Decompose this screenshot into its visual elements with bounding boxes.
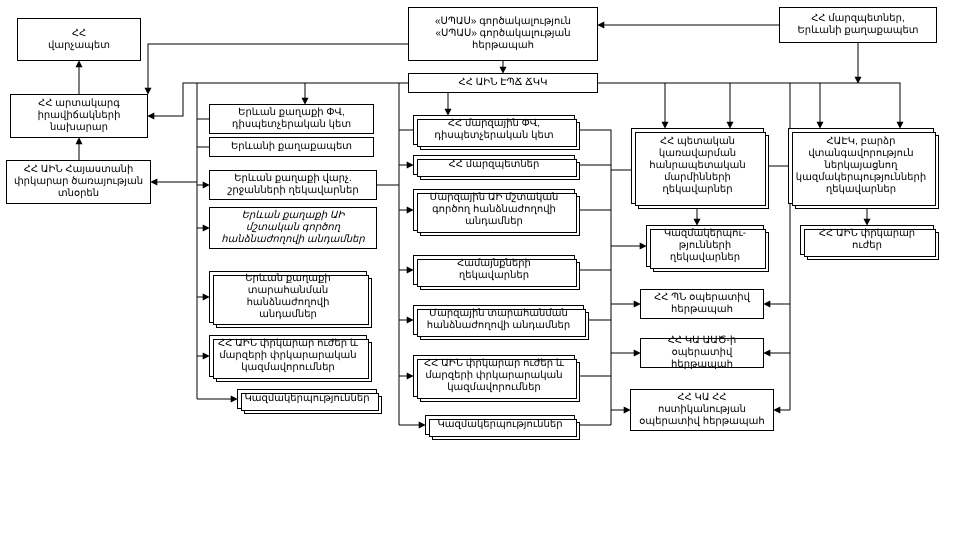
node-ain_marz: ՀՀ ԱԻՆ փրկարար ուժեր և մարզերի փրկարարակ… [209,335,367,377]
edge [305,83,408,104]
diagram-canvas: ՀՀ վարչապետ «ՍՊԱՍ» գործակալություն «ՍՊԱՍ»… [0,0,959,537]
node-marz_evac: Մարզային տարահանման հանձնաժողովի անդամնե… [413,305,584,335]
node-spas: «ՍՊԱՍ» գործակալություն «ՍՊԱՍ» գործակալու… [408,7,598,61]
node-ain_rescue: ՀՀ ԱԻՆ փրկարար ուժեր [800,225,934,255]
node-label: ՀԱԷԿ, բարձր վտանգավորություն ներկայացնող… [796,136,926,196]
node-label: ՀՀ արտակարգ իրավիճակների նախարար [38,98,121,134]
node-label: ՀՀ ԿԱ ՀՀ ոստիկանության օպերատիվ հերթապահ [639,392,764,428]
node-yerevan_pv: Երևան քաղաքի ՓՎ, դիսպետչերական կետ [209,104,374,134]
edge [598,83,730,128]
node-label: ՀՀ ԱԻՆ Հայաստանի փրկարար ծառայության տնօ… [14,164,143,200]
node-label: ՀՀ ԱԻՆ փրկարար ուժեր [819,228,915,252]
node-label: ՀՀ մարզային ՓՎ, դիսպետչերական կետ [434,118,553,142]
node-label: ՀՀ մարզպետներ, Երևանի քաղաքապետ [797,13,918,37]
node-label: Կազմակերպու- թյունների ղեկավարներ [664,228,746,264]
node-label: Համայնքների ղեկավարներ [457,258,531,282]
node-label: Երևանի քաղաքապետ [231,141,352,153]
node-label: ՀՀ վարչապետ [48,28,110,52]
node-pm: ՀՀ վարչապետ [17,18,141,61]
node-label: Մարզային տարահանման հանձնաժողովի անդամնե… [427,308,570,332]
node-label: Երևան քաղաքի վարչ. շրջանների ղեկավարներ [227,173,358,197]
edge [598,83,665,128]
node-label: Երևան քաղաքի տարահանման հանձնաժողովի անդ… [245,273,331,321]
node-marzpet: ՀՀ մարզպետներ, Երևանի քաղաքապետ [779,7,937,43]
node-marzpet2: ՀՀ մարզպետներ [413,155,575,175]
node-ain_epj: ՀՀ ԱԻՆ ԷՊՃ ՃԿԿ [408,73,598,93]
node-label: Երևան քաղաքի ՓՎ, դիսպետչերական կետ [232,107,351,131]
node-label: ՀՀ ԱԻՆ փրկարար ուժեր և մարզերի փրկարարակ… [218,338,358,374]
node-yer_comm: Երևան քաղաքի ԱԻ մշտական գործող հանձնաժող… [209,207,377,249]
node-label: Կազմակերպություններ [244,393,369,405]
node-ka_police: ՀՀ ԿԱ ՀՀ ոստիկանության օպերատիվ հերթապահ [630,389,774,431]
node-label: Կազմակերպություններ [437,419,562,431]
node-orgs1: Կազմակերպություններ [237,389,377,409]
node-marz_pv: ՀՀ մարզային ՓՎ, դիսպետչերական կետ [413,115,575,145]
node-haek: ՀԱԷԿ, բարձր վտանգավորություն ներկայացնող… [788,128,934,204]
edge [575,130,631,170]
node-label: «ՍՊԱՍ» գործակալություն «ՍՊԱՍ» գործակալու… [435,16,571,52]
node-label: ՀՀ ԿԱ ԱԱԾ-ի օպերատիվ հերթապահ [645,335,759,371]
node-label: Երևան քաղաքի ԱԻ մշտական գործող հանձնաժող… [221,210,364,246]
node-label: ՀՀ ԱԻՆ փրկարար ուժեր և մարզերի փրկարարակ… [424,358,564,394]
node-min_es: ՀՀ արտակարգ իրավիճակների նախարար [10,94,148,138]
node-label: Մարզային ԱԻ մշտական գործող հանձնաժողովի … [430,192,559,228]
node-label: ՀՀ մարզպետներ [449,159,540,171]
node-comm_lead: Համայնքների ղեկավարներ [413,255,575,285]
node-ain_arm: ՀՀ ԱԻՆ Հայաստանի փրկարար ծառայության տնօ… [6,160,151,204]
node-label: ՀՀ պետական կառավարման հանրապետական մարմի… [649,136,745,196]
node-yer_heads: Երևան քաղաքի վարչ. շրջանների ղեկավարներ [209,170,377,200]
node-ka_aaj: ՀՀ ԿԱ ԱԱԾ-ի օպերատիվ հերթապահ [640,338,764,368]
node-yer_evac: Երևան քաղաքի տարահանման հանձնաժողովի անդ… [209,271,367,323]
node-state_gov: ՀՀ պետական կառավարման հանրապետական մարմի… [631,128,764,204]
node-org_lead: Կազմակերպու- թյունների ղեկավարներ [646,225,764,267]
node-label: ՀՀ ԱԻՆ ԷՊՃ ՃԿԿ [459,77,548,89]
edge [598,83,900,128]
node-yer_mayor: Երևանի քաղաքապետ [209,137,374,157]
node-marz_comm: Մարզային ԱԻ մշտական գործող հանձնաժողովի … [413,189,575,231]
node-pn_duty: ՀՀ ՊՆ օպերատիվ հերթապահ [640,289,764,319]
node-ain_marz2: ՀՀ ԱԻՆ փրկարար ուժեր և մարզերի փրկարարակ… [413,355,575,397]
edge [598,83,820,128]
edge [148,44,408,94]
node-label: ՀՀ ՊՆ օպերատիվ հերթապահ [654,292,750,316]
node-orgs2: Կազմակերպություններ [425,415,575,435]
